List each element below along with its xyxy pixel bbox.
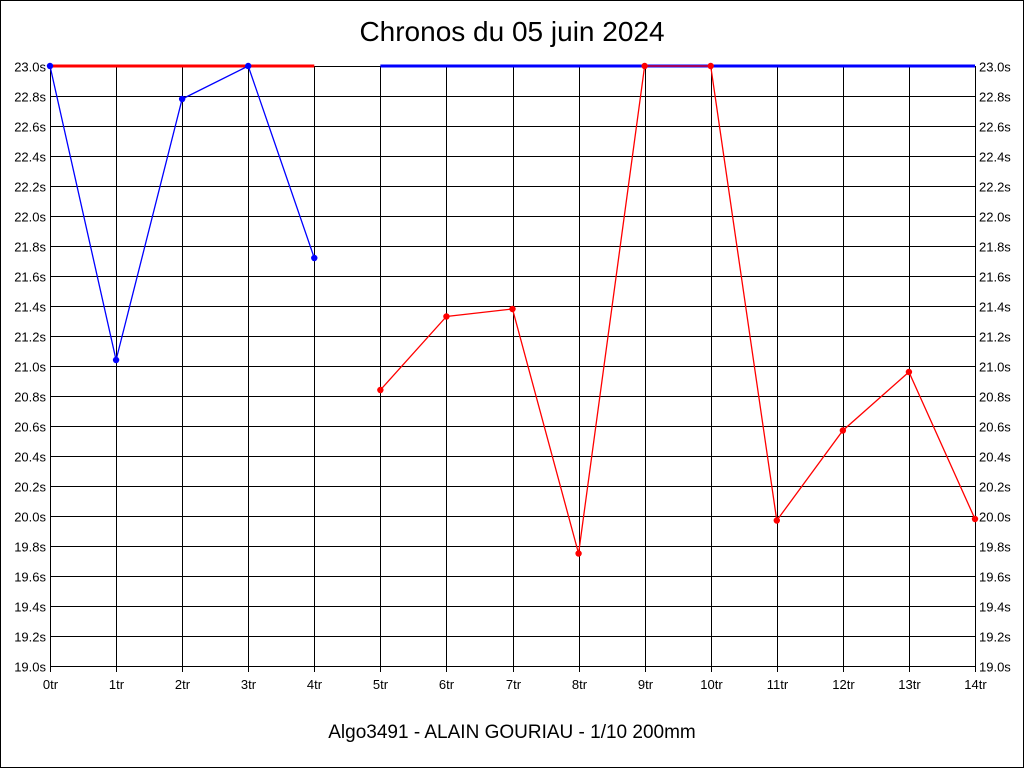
y-tick-label-left: 22.2s [14, 180, 46, 195]
x-tick-label: 6tr [439, 677, 455, 692]
y-tick-label-right: 21.2s [979, 330, 1011, 345]
data-point [575, 550, 582, 557]
y-tick-label-left: 19.8s [14, 540, 46, 555]
data-point [773, 517, 780, 524]
y-tick-label-left: 19.4s [14, 600, 46, 615]
y-tick-label-left: 20.6s [14, 420, 46, 435]
y-tick-label-right: 19.2s [979, 630, 1011, 645]
y-tick-label-right: 22.4s [979, 150, 1011, 165]
y-tick-label-left: 19.6s [14, 570, 46, 585]
y-tick-label-left: 21.8s [14, 240, 46, 255]
series-line-1 [379, 65, 976, 554]
y-tick-label-right: 22.8s [979, 90, 1011, 105]
y-tick-label-right: 20.0s [979, 510, 1011, 525]
y-tick-label-right: 23.0s [979, 60, 1011, 75]
x-tick-label: 2tr [175, 677, 191, 692]
x-tick-label: 1tr [109, 677, 125, 692]
data-point [46, 62, 54, 70]
data-point [641, 62, 648, 70]
y-tick-label-left: 22.4s [14, 150, 46, 165]
y-tick-label-left: 21.4s [14, 300, 46, 315]
y-tick-label-left: 20.8s [14, 390, 46, 405]
data-point [509, 305, 516, 313]
chart-title: Chronos du 05 juin 2024 [359, 16, 665, 47]
chart-footer: Algo3491 - ALAIN GOURIAU - 1/10 200mm [328, 722, 696, 743]
data-point [178, 95, 186, 103]
y-tick-label-right: 22.0s [979, 210, 1011, 225]
data-point [839, 427, 847, 434]
y-tick-label-right: 21.8s [979, 240, 1011, 255]
x-tick-label: 0tr [43, 677, 59, 692]
data-point [905, 368, 913, 376]
y-tick-label-left: 22.8s [14, 90, 46, 105]
x-tick-label: 8tr [572, 677, 588, 692]
y-tick-label-left: 19.2s [14, 630, 46, 645]
data-point [971, 515, 979, 523]
y-tick-label-right: 19.6s [979, 570, 1011, 585]
y-tick-label-left: 20.4s [14, 450, 46, 465]
x-tick-label: 14tr [964, 677, 987, 692]
x-tick-label: 13tr [898, 677, 921, 692]
data-point [377, 386, 384, 394]
y-tick-label-right: 22.6s [979, 120, 1011, 135]
data-point [707, 62, 714, 70]
y-tick-label-right: 20.8s [979, 390, 1011, 405]
data-point [311, 254, 318, 262]
y-tick-label-right: 20.6s [979, 420, 1011, 435]
y-tick-label-left: 22.6s [14, 120, 46, 135]
data-point [112, 356, 120, 364]
y-tick-label-left: 20.0s [14, 510, 46, 525]
y-tick-label-left: 20.2s [14, 480, 46, 495]
x-tick-label: 10tr [700, 677, 723, 692]
x-tick-label: 4tr [307, 677, 323, 692]
y-tick-label-left: 21.2s [14, 330, 46, 345]
data-point [443, 313, 450, 320]
x-tick-label: 3tr [241, 677, 257, 692]
x-tick-label: 7tr [506, 677, 522, 692]
y-tick-label-right: 20.4s [979, 450, 1011, 465]
y-tick-label-right: 21.0s [979, 360, 1011, 375]
y-tick-label-right: 20.2s [979, 480, 1011, 495]
y-tick-label-left: 19.0s [14, 660, 46, 675]
x-tick-label: 9tr [638, 677, 654, 692]
y-tick-label-right: 19.4s [979, 600, 1011, 615]
y-tick-label-left: 23.0s [14, 60, 46, 75]
x-tick-label: 5tr [373, 677, 389, 692]
x-tick-label: 12tr [832, 677, 855, 692]
data-point [245, 62, 252, 70]
y-tick-label-right: 22.2s [979, 180, 1011, 195]
y-tick-label-right: 19.0s [979, 660, 1011, 675]
y-tick-label-left: 22.0s [14, 210, 46, 225]
y-tick-label-right: 19.8s [979, 540, 1011, 555]
y-tick-label-left: 21.0s [14, 360, 46, 375]
x-tick-label: 11tr [767, 677, 789, 692]
y-tick-label-right: 21.6s [979, 270, 1011, 285]
y-tick-label-right: 21.4s [979, 300, 1011, 315]
y-tick-label-left: 21.6s [14, 270, 46, 285]
